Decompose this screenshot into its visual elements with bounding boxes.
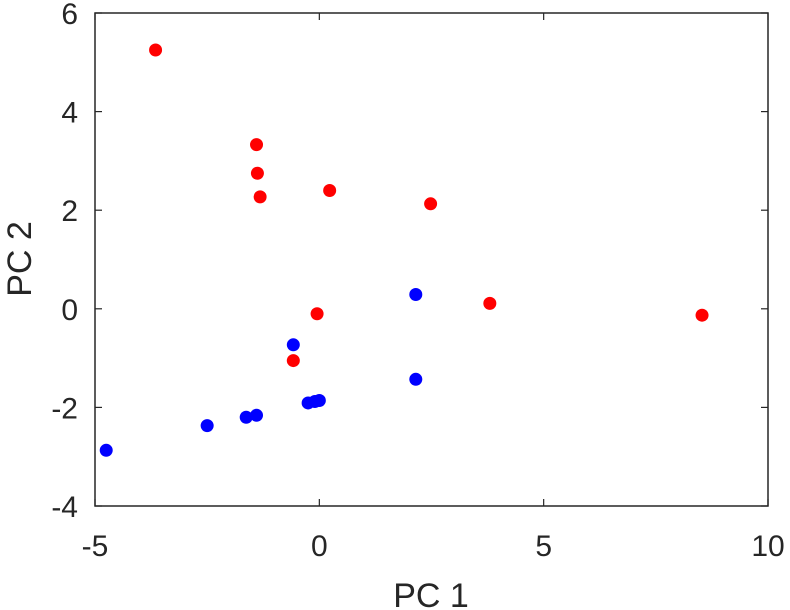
y-tick-label: 0 [61, 294, 78, 327]
blue-point [409, 372, 423, 386]
y-tick-label: -4 [51, 491, 78, 524]
ticks: -5 0 5 10 -4 -2 0 2 4 6 [51, 0, 784, 563]
x-tick-label: 5 [535, 530, 552, 563]
red-point [695, 308, 709, 322]
plot-area [94, 12, 769, 507]
plot-frame [94, 12, 769, 507]
blue-point [312, 393, 326, 407]
red-point [323, 183, 337, 197]
blue-point [200, 419, 214, 433]
y-tick-label: 6 [61, 0, 78, 31]
red-point [424, 197, 438, 211]
y-tick-label: -2 [51, 392, 78, 425]
y-tick-label: 2 [61, 195, 78, 228]
red-point [483, 296, 497, 310]
y-axis-label: PC 2 [1, 221, 39, 297]
red-point [253, 190, 267, 204]
blue-point [99, 443, 113, 457]
red-point [250, 138, 264, 152]
points [99, 43, 709, 457]
blue-point [250, 408, 264, 422]
blue-point [286, 338, 300, 352]
red-point [149, 43, 163, 57]
x-tick-label: -5 [82, 530, 109, 563]
red-point [286, 354, 300, 368]
blue-point [239, 410, 253, 424]
y-tick-label: 4 [61, 97, 78, 130]
red-point [250, 166, 264, 180]
x-tick-label: 0 [311, 530, 328, 563]
blue-point [409, 288, 423, 302]
red-point [310, 307, 324, 321]
x-axis-label: PC 1 [393, 577, 469, 610]
x-tick-label: 10 [751, 530, 784, 563]
